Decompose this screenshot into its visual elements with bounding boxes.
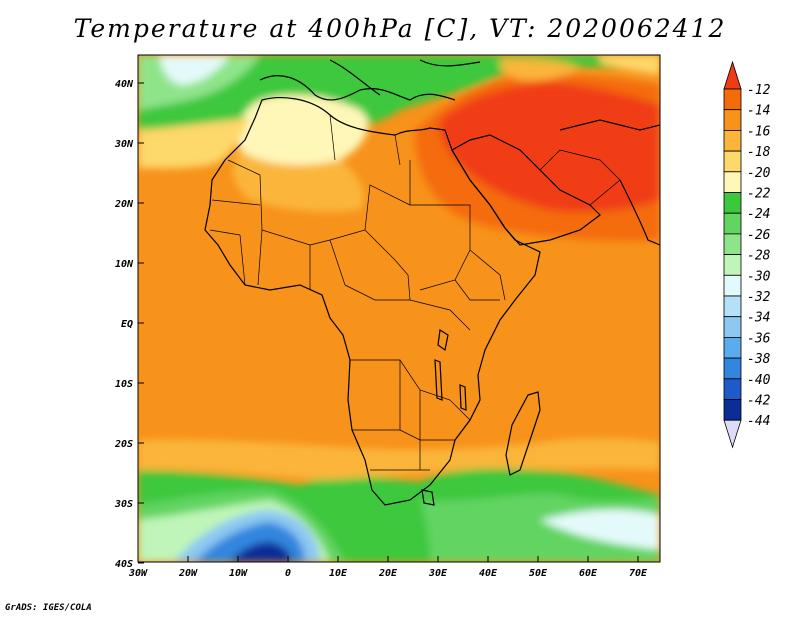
lon-label: 0 <box>285 568 291 579</box>
lat-label: 40N <box>115 79 134 90</box>
latitude-axis: 40N 30N 20N 10N EQ 10S 20S 30S 40S <box>114 79 144 570</box>
colorbar-swatch <box>723 150 742 173</box>
colorbar-label: -36 <box>747 331 771 346</box>
colorbar-label: -32 <box>747 290 771 305</box>
colorbar-label: -12 <box>747 83 771 98</box>
colorbar-label: -22 <box>747 187 771 202</box>
lon-label: 50E <box>529 568 548 579</box>
colorbar-swatch <box>723 274 742 297</box>
temperature-field <box>138 55 660 562</box>
colorbar-label: -28 <box>747 249 771 264</box>
lon-label: 70E <box>629 568 648 579</box>
colorbar-swatch <box>723 336 742 359</box>
lon-label: 10E <box>329 568 348 579</box>
colorbar-swatch <box>723 192 742 214</box>
colorbar-swatch <box>723 295 742 318</box>
lon-label: 30E <box>428 568 448 579</box>
credit-text: GrADS: IGES/COLA <box>5 603 92 613</box>
lon-label: 20E <box>378 568 398 579</box>
colorbar-label: -38 <box>747 352 771 367</box>
colorbar-label: -42 <box>747 394 771 409</box>
colorbar-label: -24 <box>747 207 770 222</box>
triangle-up-icon <box>723 60 742 90</box>
lat-label: EQ <box>121 319 133 330</box>
colorbar-label: -44 <box>747 414 770 429</box>
lat-label: 20N <box>114 199 134 210</box>
lon-label: 60E <box>579 568 598 579</box>
colorbar-label: -40 <box>747 373 771 388</box>
colorbar-swatch <box>723 357 742 380</box>
lon-label: 40E <box>479 568 498 579</box>
lat-label: 30N <box>114 139 134 150</box>
lat-label: 30S <box>114 499 133 510</box>
colorbar-swatch <box>723 378 742 400</box>
lat-label: 10N <box>115 259 134 270</box>
colorbar-swatch <box>723 316 742 338</box>
lon-label: 20W <box>178 568 198 579</box>
colorbar-label: -26 <box>747 228 771 243</box>
lat-label: 10S <box>115 379 133 390</box>
colorbar-label: -18 <box>747 145 771 160</box>
colorbar-swatch <box>723 109 742 131</box>
lat-label: 40S <box>115 559 133 570</box>
colorbar-swatch <box>723 171 742 193</box>
colorbar-swatch <box>723 129 742 152</box>
colorbar-label: -16 <box>747 124 771 139</box>
map-frame <box>137 54 661 563</box>
lon-label: 10W <box>229 568 248 579</box>
colorbar-swatch <box>723 212 742 235</box>
colorbar-label: -20 <box>747 166 771 181</box>
colorbar-label: -30 <box>747 269 771 284</box>
colorbar-swatch <box>723 233 742 255</box>
lat-label: 20S <box>114 439 133 450</box>
colorbar-label: -34 <box>747 311 770 326</box>
colorbar-label: -14 <box>747 104 770 119</box>
colorbar-swatch <box>723 399 742 421</box>
triangle-down-icon <box>723 419 742 449</box>
lon-label: 30W <box>128 568 148 579</box>
country-borders <box>209 114 621 471</box>
colorbar-swatch <box>723 254 742 276</box>
colorbar: -12 -14 -16 -18 -20 -22 -24 -26 -28 -30 -32 -34 -36 -… <box>723 60 771 449</box>
colorbar-swatch <box>723 88 742 111</box>
map-title: Temperature at 400hPa [C], VT: 202006241… <box>73 14 727 43</box>
longitude-axis: 30W 20W 10W 0 10E 20E 30E 40E 50E 60E 70E <box>128 556 648 579</box>
